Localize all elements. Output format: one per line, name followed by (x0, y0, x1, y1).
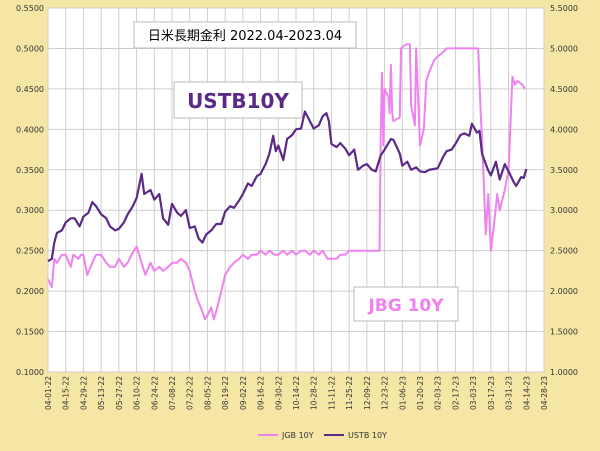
x-tick-label: 05-27-22 (115, 376, 124, 410)
x-tick-label: 06-24-22 (150, 376, 159, 410)
jgb-annotation-box (353, 286, 459, 322)
x-tick-label: 11-25-22 (345, 376, 354, 410)
ustb-annotation: USTB10Y (187, 89, 289, 113)
series-line-ustb-10y (47, 110, 528, 263)
right-tick-label: 4.5000 (550, 85, 578, 94)
x-tick-label: 04-15-22 (62, 376, 71, 410)
jgb-annotation: JBG 10Y (367, 296, 444, 316)
right-tick-label: 4.0000 (550, 125, 578, 134)
left-tick-label: 0.2000 (16, 287, 44, 296)
x-tick-label: 01-20-23 (416, 376, 425, 410)
right-tick-label: 5.0000 (550, 44, 578, 53)
x-tick-label: 01-06-23 (398, 376, 407, 410)
right-axis-tick-labels: 1.0000 1.5000 2.0000 2.5000 3.0000 3.5000 4.00… (550, 4, 578, 377)
right-tick-label: 3.0000 (550, 206, 578, 215)
left-tick-label: 0.3500 (16, 166, 44, 175)
x-tick-label: 08-05-22 (203, 376, 212, 410)
x-tick-label: 03-31-23 (505, 376, 514, 410)
x-tick-label: 02-17-23 (451, 376, 460, 410)
legend-ustb-label: USTB 10Y (348, 431, 387, 440)
x-tick-label: 04-01-22 (44, 376, 53, 410)
chart-title: 日米長期金利 2022.04-2023.04 (148, 28, 342, 44)
x-tick-label: 12-09-22 (363, 376, 372, 410)
x-tick-label: 06-10-22 (133, 376, 142, 410)
chart-title-box (133, 21, 357, 49)
left-tick-label: 0.1500 (16, 328, 44, 337)
legend: JGB 10Y USTB 10Y (258, 431, 387, 440)
ustb-annotation-box (173, 81, 303, 119)
x-axis-tick-labels: 04-01-22 04-15-22 04-29-22 05-13-22 05-27-22… (44, 376, 549, 410)
x-tick-label: 04-29-22 (79, 376, 88, 410)
x-tick-label: 09-30-22 (274, 376, 283, 410)
x-tick-label: 09-16-22 (257, 376, 266, 410)
left-tick-label: 0.5500 (16, 4, 44, 13)
x-tick-label: 07-22-22 (186, 376, 195, 410)
x-tick-label: 05-13-22 (97, 376, 106, 410)
left-axis-tick-labels: 0.1000 0.1500 0.2000 0.2500 0.3000 0.3500 0.40… (16, 4, 44, 377)
left-tick-label: 0.4500 (16, 85, 44, 94)
x-tick-label: 08-19-22 (221, 376, 230, 410)
vertical-gridlines (47, 8, 545, 372)
right-tick-label: 3.5000 (550, 166, 578, 175)
left-tick-label: 0.1000 (16, 368, 44, 377)
left-tick-label: 0.2500 (16, 247, 44, 256)
x-tick-label: 12-23-22 (381, 376, 390, 410)
x-tick-label: 10-28-22 (310, 376, 319, 410)
x-tick-label: 03-03-23 (469, 376, 478, 410)
right-tick-label: 5.5000 (550, 4, 578, 13)
right-tick-label: 1.5000 (550, 328, 578, 337)
left-tick-label: 0.3000 (16, 206, 44, 215)
left-tick-label: 0.4000 (16, 125, 44, 134)
x-tick-label: 04-28-23 (540, 376, 549, 410)
x-tick-label: 04-14-23 (522, 376, 531, 410)
x-tick-label: 03-17-23 (487, 376, 496, 410)
x-tick-label: 07-08-22 (168, 376, 177, 410)
x-tick-label: 09-02-22 (239, 376, 248, 410)
x-tick-label: 10-14-22 (292, 376, 301, 410)
x-tick-label: 02-03-23 (434, 376, 443, 410)
right-tick-label: 2.5000 (550, 247, 578, 256)
legend-jgb-label: JGB 10Y (281, 431, 314, 440)
right-tick-label: 1.0000 (550, 368, 578, 377)
series-layer (47, 43, 528, 321)
right-tick-label: 2.0000 (550, 287, 578, 296)
series-line-jgb-10y (47, 43, 526, 321)
x-tick-label: 11-11-22 (327, 376, 336, 410)
left-tick-label: 0.5000 (16, 44, 44, 53)
